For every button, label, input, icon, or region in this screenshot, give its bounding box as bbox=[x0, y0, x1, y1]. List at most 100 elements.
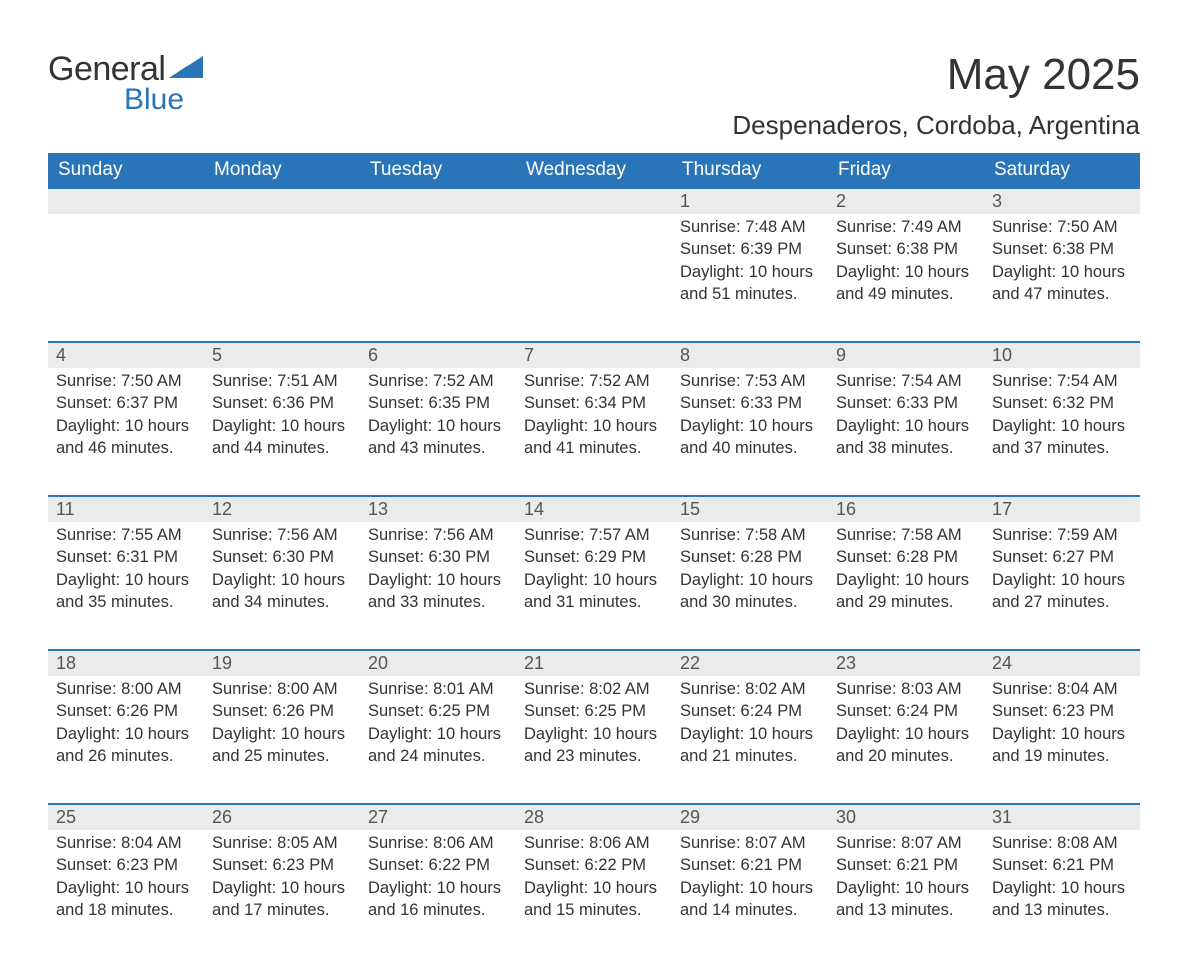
day-content-cell: Sunrise: 8:00 AMSunset: 6:26 PMDaylight:… bbox=[204, 676, 360, 804]
daynum-row: 25262728293031 bbox=[48, 804, 1140, 830]
daylight-line: Daylight: 10 hours and 17 minutes. bbox=[212, 877, 352, 922]
sunset-line: Sunset: 6:22 PM bbox=[368, 854, 508, 876]
sunrise-line: Sunrise: 7:48 AM bbox=[680, 216, 820, 238]
sunrise-line: Sunrise: 7:54 AM bbox=[836, 370, 976, 392]
sunset-line: Sunset: 6:39 PM bbox=[680, 238, 820, 260]
day-content-cell: Sunrise: 8:02 AMSunset: 6:25 PMDaylight:… bbox=[516, 676, 672, 804]
day-number-cell: 8 bbox=[672, 342, 828, 368]
sunrise-line: Sunrise: 8:02 AM bbox=[524, 678, 664, 700]
daylight-line: Daylight: 10 hours and 51 minutes. bbox=[680, 261, 820, 306]
day-content-cell: Sunrise: 8:03 AMSunset: 6:24 PMDaylight:… bbox=[828, 676, 984, 804]
sunset-line: Sunset: 6:24 PM bbox=[680, 700, 820, 722]
day-content: Sunrise: 7:48 AMSunset: 6:39 PMDaylight:… bbox=[680, 214, 820, 305]
daynum-row: 123 bbox=[48, 188, 1140, 214]
day-number-cell: 4 bbox=[48, 342, 204, 368]
day-content: Sunrise: 8:02 AMSunset: 6:24 PMDaylight:… bbox=[680, 676, 820, 767]
daylight-line: Daylight: 10 hours and 26 minutes. bbox=[56, 723, 196, 768]
daylight-line: Daylight: 10 hours and 44 minutes. bbox=[212, 415, 352, 460]
day-content-cell: Sunrise: 8:07 AMSunset: 6:21 PMDaylight:… bbox=[828, 830, 984, 958]
day-content-cell: Sunrise: 7:54 AMSunset: 6:32 PMDaylight:… bbox=[984, 368, 1140, 496]
sunrise-line: Sunrise: 7:52 AM bbox=[524, 370, 664, 392]
day-number-cell: 13 bbox=[360, 496, 516, 522]
sunset-line: Sunset: 6:30 PM bbox=[368, 546, 508, 568]
sunrise-line: Sunrise: 8:08 AM bbox=[992, 832, 1132, 854]
day-number-cell: 22 bbox=[672, 650, 828, 676]
day-content-cell: Sunrise: 7:58 AMSunset: 6:28 PMDaylight:… bbox=[828, 522, 984, 650]
day-content-cell bbox=[48, 214, 204, 342]
sunrise-line: Sunrise: 8:05 AM bbox=[212, 832, 352, 854]
daylight-line: Daylight: 10 hours and 25 minutes. bbox=[212, 723, 352, 768]
weekday-header: Saturday bbox=[984, 153, 1140, 188]
day-content-cell: Sunrise: 7:58 AMSunset: 6:28 PMDaylight:… bbox=[672, 522, 828, 650]
sunset-line: Sunset: 6:28 PM bbox=[680, 546, 820, 568]
day-content-cell bbox=[360, 214, 516, 342]
sunrise-line: Sunrise: 8:00 AM bbox=[56, 678, 196, 700]
day-number-cell: 18 bbox=[48, 650, 204, 676]
header: General Blue May 2025 Despenaderos, Cord… bbox=[48, 50, 1140, 141]
day-content-cell: Sunrise: 7:50 AMSunset: 6:37 PMDaylight:… bbox=[48, 368, 204, 496]
day-content: Sunrise: 7:49 AMSunset: 6:38 PMDaylight:… bbox=[836, 214, 976, 305]
day-content-row: Sunrise: 7:55 AMSunset: 6:31 PMDaylight:… bbox=[48, 522, 1140, 650]
sunrise-line: Sunrise: 7:58 AM bbox=[680, 524, 820, 546]
day-content: Sunrise: 8:06 AMSunset: 6:22 PMDaylight:… bbox=[524, 830, 664, 921]
day-number-cell: 14 bbox=[516, 496, 672, 522]
day-number-cell: 24 bbox=[984, 650, 1140, 676]
daylight-line: Daylight: 10 hours and 15 minutes. bbox=[524, 877, 664, 922]
daylight-line: Daylight: 10 hours and 43 minutes. bbox=[368, 415, 508, 460]
sunset-line: Sunset: 6:33 PM bbox=[836, 392, 976, 414]
daylight-line: Daylight: 10 hours and 27 minutes. bbox=[992, 569, 1132, 614]
day-content: Sunrise: 7:50 AMSunset: 6:38 PMDaylight:… bbox=[992, 214, 1132, 305]
sunset-line: Sunset: 6:32 PM bbox=[992, 392, 1132, 414]
sunrise-line: Sunrise: 7:50 AM bbox=[56, 370, 196, 392]
day-content-cell: Sunrise: 7:56 AMSunset: 6:30 PMDaylight:… bbox=[204, 522, 360, 650]
weekday-header: Tuesday bbox=[360, 153, 516, 188]
day-content: Sunrise: 8:07 AMSunset: 6:21 PMDaylight:… bbox=[680, 830, 820, 921]
day-content-cell: Sunrise: 7:56 AMSunset: 6:30 PMDaylight:… bbox=[360, 522, 516, 650]
day-number-cell: 10 bbox=[984, 342, 1140, 368]
sunset-line: Sunset: 6:21 PM bbox=[680, 854, 820, 876]
daylight-line: Daylight: 10 hours and 37 minutes. bbox=[992, 415, 1132, 460]
sunrise-line: Sunrise: 8:04 AM bbox=[56, 832, 196, 854]
day-number-cell: 27 bbox=[360, 804, 516, 830]
day-content-cell: Sunrise: 8:01 AMSunset: 6:25 PMDaylight:… bbox=[360, 676, 516, 804]
sunset-line: Sunset: 6:33 PM bbox=[680, 392, 820, 414]
logo-blue-text: Blue bbox=[124, 83, 184, 117]
day-number-cell bbox=[360, 188, 516, 214]
day-number-cell: 28 bbox=[516, 804, 672, 830]
day-content: Sunrise: 7:59 AMSunset: 6:27 PMDaylight:… bbox=[992, 522, 1132, 613]
sunset-line: Sunset: 6:26 PM bbox=[212, 700, 352, 722]
logo: General Blue bbox=[48, 50, 203, 117]
day-content: Sunrise: 7:54 AMSunset: 6:32 PMDaylight:… bbox=[992, 368, 1132, 459]
day-number-cell: 5 bbox=[204, 342, 360, 368]
day-content-cell: Sunrise: 8:00 AMSunset: 6:26 PMDaylight:… bbox=[48, 676, 204, 804]
day-number-cell: 20 bbox=[360, 650, 516, 676]
daynum-row: 45678910 bbox=[48, 342, 1140, 368]
day-content-cell: Sunrise: 8:04 AMSunset: 6:23 PMDaylight:… bbox=[984, 676, 1140, 804]
daylight-line: Daylight: 10 hours and 41 minutes. bbox=[524, 415, 664, 460]
daynum-row: 18192021222324 bbox=[48, 650, 1140, 676]
sunset-line: Sunset: 6:27 PM bbox=[992, 546, 1132, 568]
day-number-cell bbox=[48, 188, 204, 214]
day-content: Sunrise: 7:58 AMSunset: 6:28 PMDaylight:… bbox=[836, 522, 976, 613]
sunset-line: Sunset: 6:28 PM bbox=[836, 546, 976, 568]
sunrise-line: Sunrise: 7:57 AM bbox=[524, 524, 664, 546]
day-number-cell: 21 bbox=[516, 650, 672, 676]
sunrise-line: Sunrise: 8:07 AM bbox=[680, 832, 820, 854]
daylight-line: Daylight: 10 hours and 47 minutes. bbox=[992, 261, 1132, 306]
daylight-line: Daylight: 10 hours and 21 minutes. bbox=[680, 723, 820, 768]
daylight-line: Daylight: 10 hours and 33 minutes. bbox=[368, 569, 508, 614]
sunrise-line: Sunrise: 8:07 AM bbox=[836, 832, 976, 854]
sunrise-line: Sunrise: 8:03 AM bbox=[836, 678, 976, 700]
day-number-cell: 29 bbox=[672, 804, 828, 830]
sunset-line: Sunset: 6:21 PM bbox=[992, 854, 1132, 876]
day-content-cell: Sunrise: 7:51 AMSunset: 6:36 PMDaylight:… bbox=[204, 368, 360, 496]
day-number-cell: 26 bbox=[204, 804, 360, 830]
weekday-header: Sunday bbox=[48, 153, 204, 188]
daylight-line: Daylight: 10 hours and 24 minutes. bbox=[368, 723, 508, 768]
sunset-line: Sunset: 6:38 PM bbox=[836, 238, 976, 260]
daylight-line: Daylight: 10 hours and 13 minutes. bbox=[836, 877, 976, 922]
sunrise-line: Sunrise: 8:02 AM bbox=[680, 678, 820, 700]
daylight-line: Daylight: 10 hours and 13 minutes. bbox=[992, 877, 1132, 922]
day-content: Sunrise: 8:07 AMSunset: 6:21 PMDaylight:… bbox=[836, 830, 976, 921]
sunset-line: Sunset: 6:35 PM bbox=[368, 392, 508, 414]
